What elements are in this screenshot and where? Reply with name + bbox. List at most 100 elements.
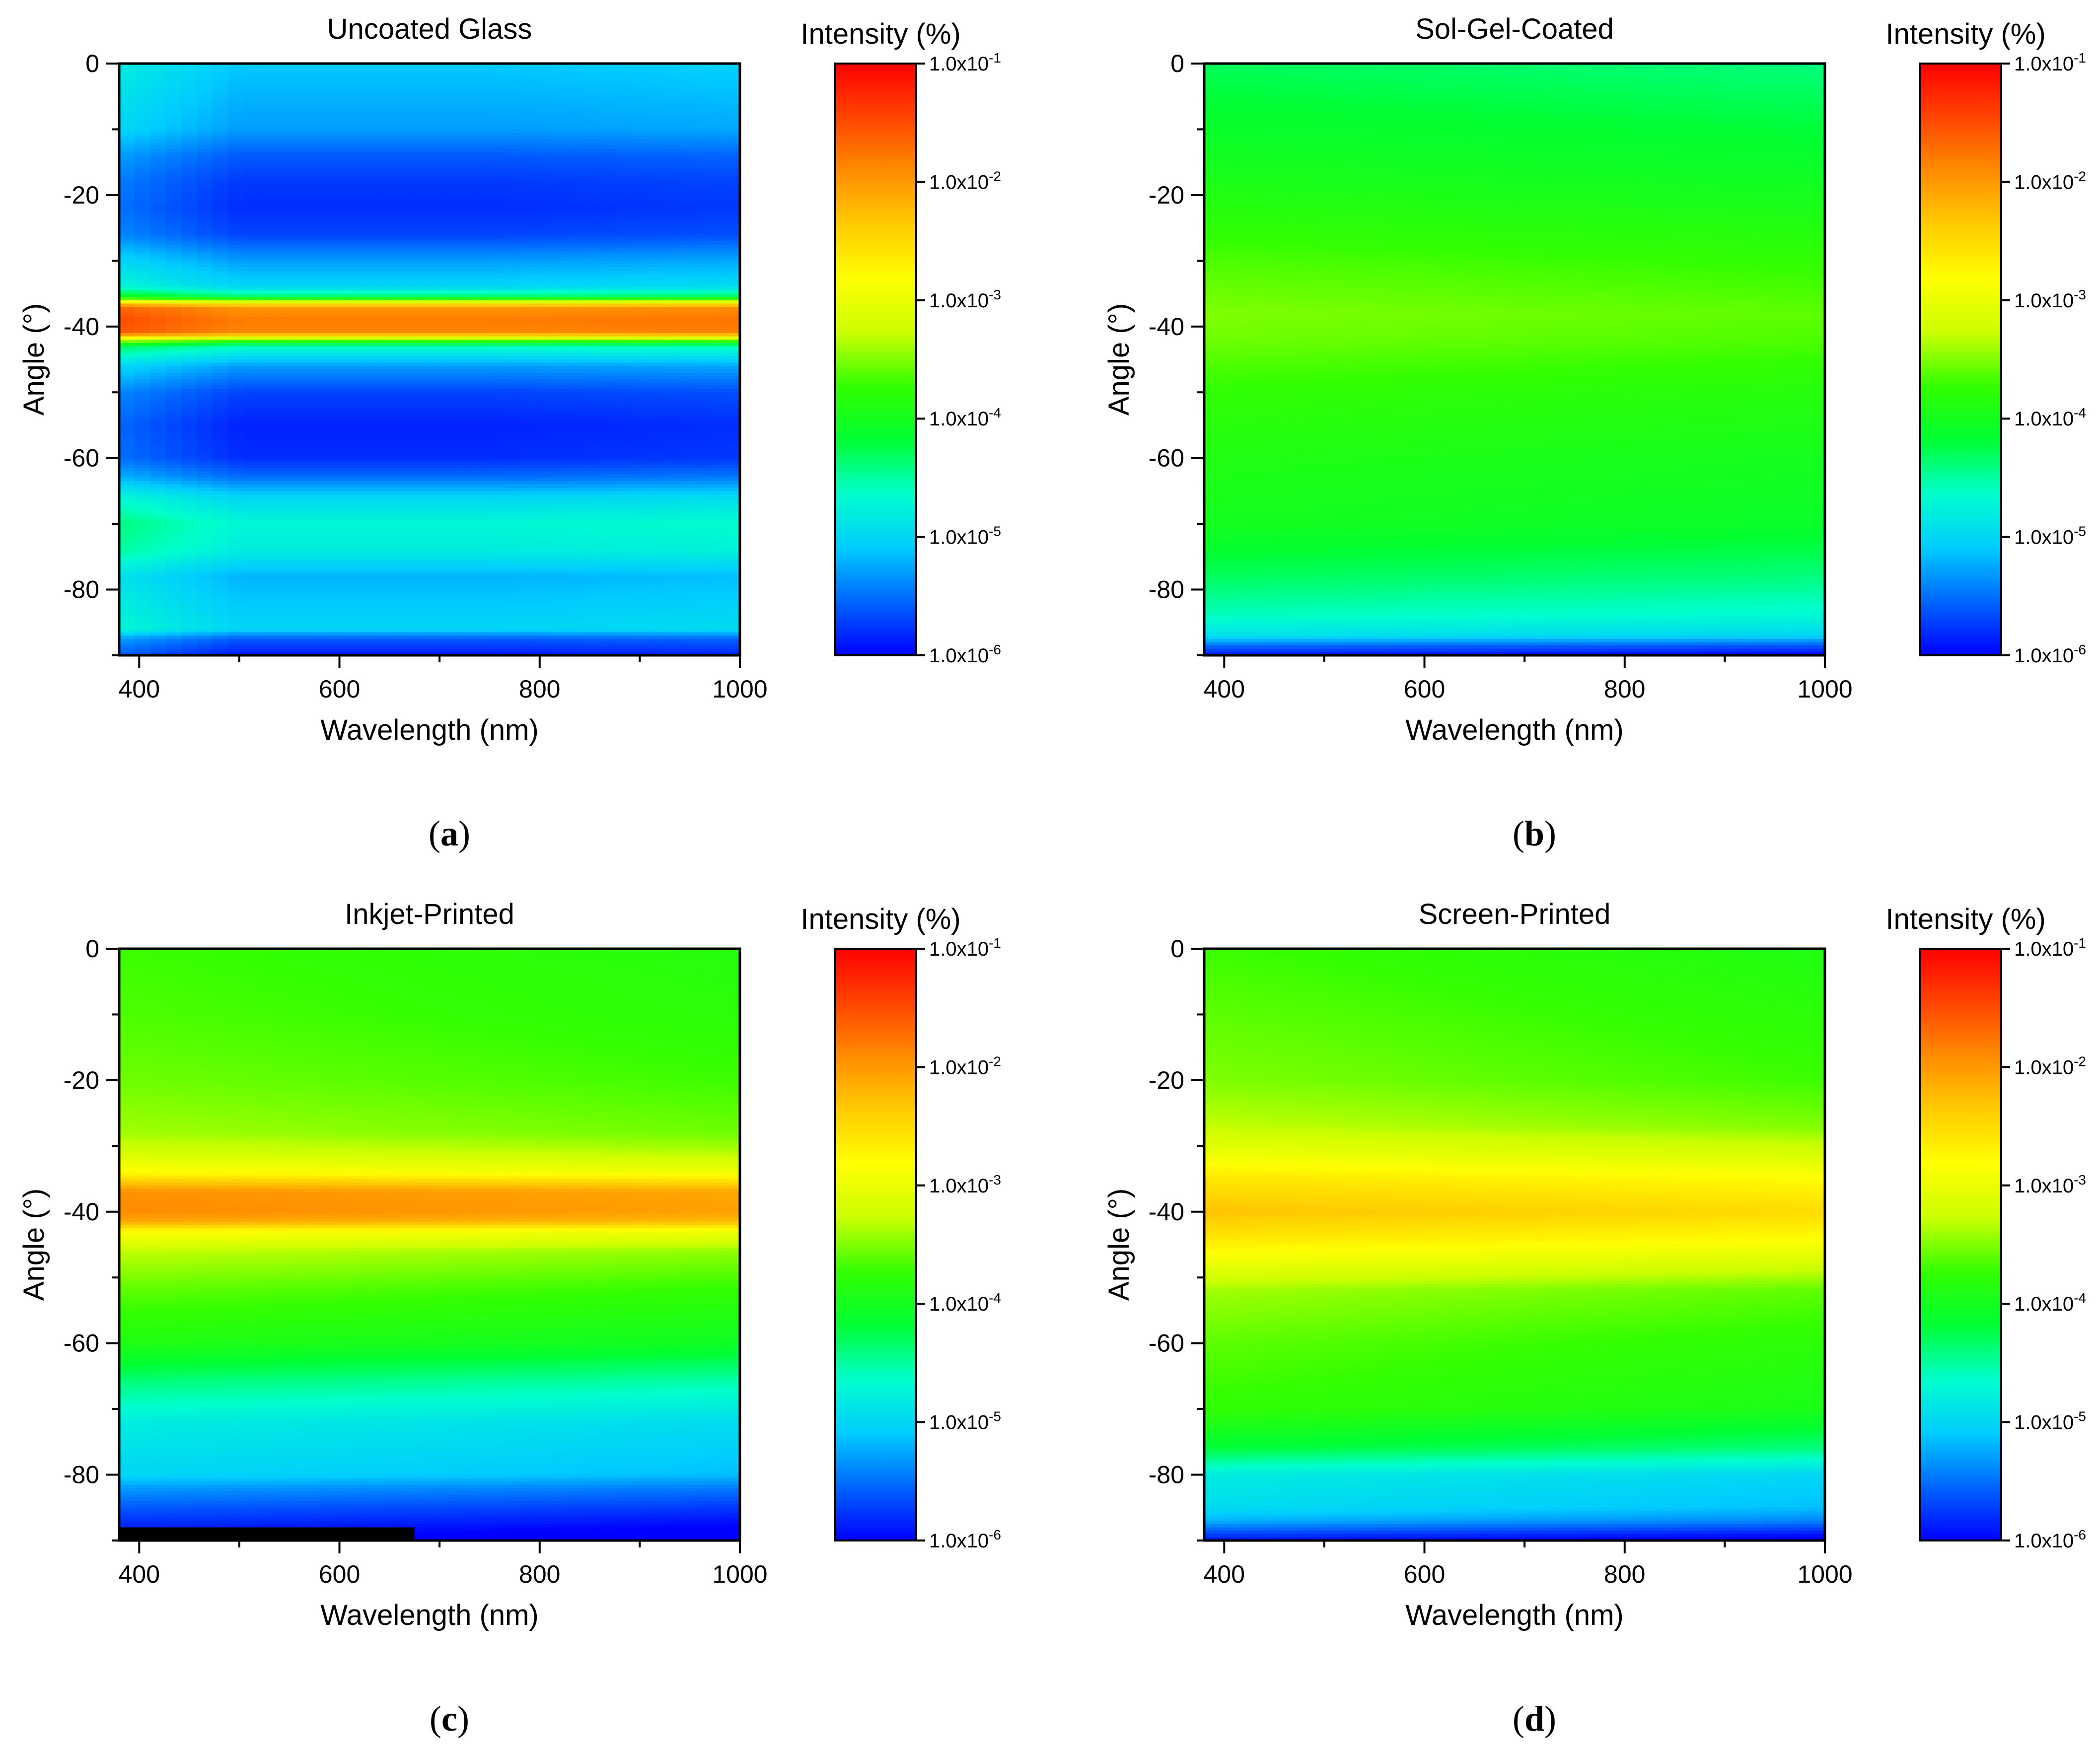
heatmap-cell bbox=[181, 264, 198, 268]
heatmap-cell bbox=[197, 202, 213, 206]
heatmap-cell bbox=[321, 96, 337, 100]
heatmap-cell bbox=[445, 395, 461, 400]
heatmap-cell bbox=[305, 438, 322, 442]
heatmap-cell bbox=[476, 438, 492, 442]
heatmap-cell bbox=[150, 326, 166, 331]
heatmap-cell bbox=[150, 202, 166, 206]
heatmap-cell bbox=[631, 211, 648, 215]
heatmap-cell bbox=[181, 83, 198, 87]
heatmap-cell bbox=[227, 119, 244, 123]
heatmap-cell bbox=[678, 445, 694, 449]
heatmap-cell bbox=[197, 376, 213, 380]
heatmap-cell bbox=[119, 376, 136, 380]
heatmap-cell bbox=[724, 352, 740, 357]
heatmap-cell bbox=[631, 461, 648, 465]
heatmap-cell bbox=[662, 307, 678, 311]
heatmap-cell bbox=[647, 293, 663, 297]
heatmap-cell bbox=[678, 251, 694, 255]
heatmap-cell bbox=[197, 192, 213, 196]
heatmap-cell bbox=[538, 415, 554, 419]
heatmap-cell bbox=[367, 261, 384, 265]
heatmap-cell bbox=[631, 399, 648, 403]
heatmap-cell bbox=[414, 188, 430, 193]
heatmap-cell bbox=[321, 123, 337, 127]
heatmap-cell bbox=[398, 129, 415, 133]
heatmap-cell bbox=[150, 247, 166, 252]
heatmap-cell bbox=[243, 395, 260, 400]
heatmap-cell bbox=[414, 241, 430, 245]
heatmap-cell bbox=[476, 395, 492, 400]
heatmap-cell bbox=[662, 455, 678, 459]
heatmap-cell bbox=[259, 198, 275, 202]
heatmap-cell bbox=[662, 313, 678, 317]
heatmap-cell bbox=[197, 126, 213, 130]
heatmap-cell bbox=[414, 73, 430, 77]
heatmap-cell bbox=[259, 438, 275, 442]
heatmap-cell bbox=[445, 244, 461, 248]
heatmap-cell bbox=[135, 366, 151, 370]
heatmap-cell bbox=[616, 300, 632, 304]
heatmap-cell bbox=[181, 142, 198, 146]
heatmap-cell bbox=[336, 297, 353, 301]
heatmap-cell bbox=[678, 185, 694, 189]
heatmap-cell bbox=[538, 139, 554, 143]
heatmap-cell bbox=[398, 402, 415, 406]
heatmap-cell bbox=[336, 356, 353, 360]
heatmap-cell bbox=[227, 352, 244, 357]
heatmap-cell bbox=[678, 464, 694, 469]
heatmap-cell bbox=[135, 455, 151, 459]
heatmap-cell bbox=[398, 109, 415, 114]
heatmap-cell bbox=[227, 80, 244, 84]
heatmap-cell bbox=[321, 343, 337, 347]
heatmap-cell bbox=[135, 64, 151, 68]
heatmap-cell bbox=[554, 86, 570, 90]
heatmap-cell bbox=[398, 93, 415, 97]
heatmap-cell bbox=[430, 369, 446, 373]
heatmap-cell bbox=[724, 310, 740, 314]
heatmap-cell bbox=[476, 116, 492, 120]
heatmap-cell bbox=[290, 287, 306, 291]
heatmap-cell bbox=[569, 261, 585, 265]
heatmap-cell bbox=[305, 155, 322, 159]
heatmap-cell bbox=[522, 412, 539, 416]
heatmap-cell bbox=[662, 419, 678, 422]
heatmap-cell bbox=[554, 366, 570, 370]
heatmap-cell bbox=[305, 310, 322, 314]
heatmap-cell bbox=[383, 283, 399, 288]
heatmap-cell bbox=[522, 73, 539, 77]
heatmap-cell bbox=[367, 251, 384, 255]
heatmap-cell bbox=[445, 211, 461, 215]
heatmap-cell bbox=[492, 145, 508, 149]
heatmap-cell bbox=[538, 303, 554, 307]
heatmap-cell bbox=[367, 221, 384, 225]
heatmap-cell bbox=[321, 350, 337, 353]
heatmap-cell bbox=[367, 468, 384, 472]
heatmap-cell bbox=[554, 461, 570, 465]
heatmap-cell bbox=[274, 468, 290, 472]
heatmap-cell bbox=[197, 274, 213, 278]
heatmap-cell bbox=[662, 64, 678, 68]
heatmap-cell bbox=[693, 106, 710, 110]
heatmap-cell bbox=[724, 435, 740, 439]
heatmap-cell bbox=[430, 126, 446, 130]
heatmap-cell bbox=[507, 316, 523, 321]
heatmap-cell bbox=[569, 425, 585, 429]
heatmap-cell bbox=[647, 228, 663, 232]
heatmap-cell bbox=[430, 202, 446, 206]
heatmap-cell bbox=[336, 221, 353, 225]
heatmap-cell bbox=[569, 182, 585, 186]
heatmap-cell bbox=[476, 274, 492, 278]
heatmap-cell bbox=[631, 471, 648, 475]
heatmap-cell bbox=[150, 372, 166, 376]
heatmap-cell bbox=[150, 264, 166, 268]
heatmap-cell bbox=[554, 93, 570, 97]
heatmap-cell bbox=[119, 261, 136, 265]
heatmap-cell bbox=[647, 80, 663, 84]
heatmap-cell bbox=[274, 405, 290, 410]
heatmap-cell bbox=[538, 224, 554, 228]
heatmap-cell bbox=[430, 441, 446, 445]
heatmap-cell bbox=[197, 310, 213, 314]
heatmap-cell bbox=[119, 297, 136, 301]
heatmap-cell bbox=[476, 149, 492, 153]
heatmap-cell bbox=[383, 451, 399, 455]
